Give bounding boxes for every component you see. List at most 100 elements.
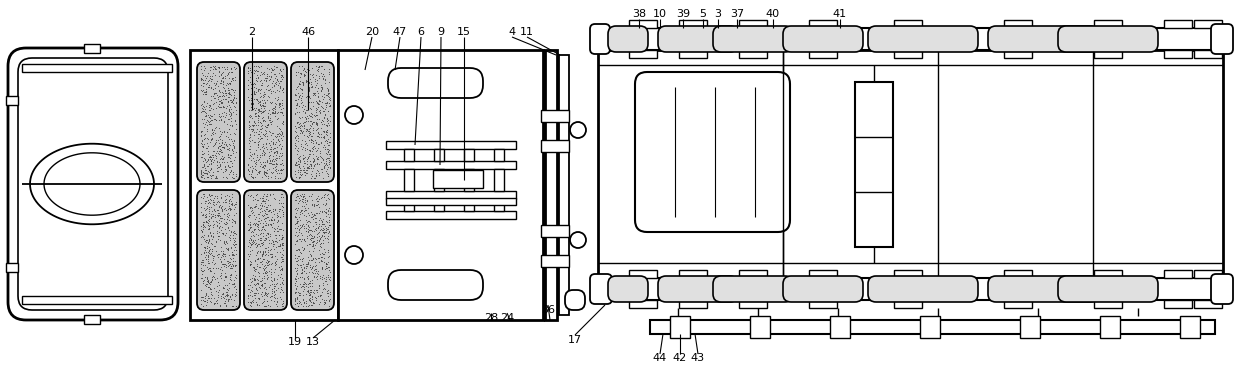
Point — [305, 175, 324, 181]
Point — [319, 298, 339, 304]
Bar — [678, 20, 707, 28]
Point — [300, 87, 319, 93]
Point — [287, 246, 307, 252]
Point — [218, 225, 238, 231]
Point — [302, 296, 322, 302]
Point — [270, 161, 290, 167]
Point — [241, 94, 261, 100]
Point — [296, 222, 316, 228]
Point — [318, 290, 338, 296]
Point — [246, 250, 266, 256]
Point — [286, 252, 306, 258]
Point — [241, 168, 261, 174]
Point — [306, 297, 326, 303]
Point — [240, 67, 260, 73]
Point — [223, 292, 243, 297]
Point — [295, 208, 314, 214]
Point — [266, 287, 286, 293]
Point — [254, 168, 274, 174]
Point — [248, 224, 267, 230]
Point — [192, 70, 212, 76]
Point — [245, 174, 265, 180]
Point — [285, 232, 305, 238]
Point — [261, 65, 281, 71]
Point — [210, 104, 230, 110]
Point — [239, 213, 259, 219]
Point — [321, 208, 340, 214]
Point — [203, 136, 223, 142]
Point — [203, 224, 223, 230]
Text: 41: 41 — [833, 9, 847, 19]
Point — [285, 295, 305, 301]
Point — [264, 162, 284, 168]
Point — [271, 128, 291, 134]
Point — [217, 230, 236, 236]
Point — [255, 99, 275, 105]
Point — [209, 233, 229, 239]
Point — [302, 137, 322, 143]
Point — [249, 155, 269, 161]
Point — [271, 170, 291, 176]
Point — [191, 228, 210, 233]
Point — [295, 265, 314, 271]
Point — [196, 238, 215, 244]
Point — [251, 293, 271, 299]
Point — [223, 263, 243, 269]
Point — [245, 216, 265, 222]
Point — [203, 218, 223, 224]
Point — [314, 275, 334, 281]
Point — [191, 155, 210, 161]
Point — [246, 129, 266, 135]
Bar — [629, 300, 657, 308]
Point — [208, 265, 228, 271]
Point — [310, 282, 329, 288]
Point — [317, 150, 337, 156]
Point — [287, 220, 307, 226]
Point — [287, 216, 307, 222]
Point — [254, 132, 274, 138]
Point — [220, 99, 240, 105]
Point — [302, 148, 322, 154]
Point — [267, 276, 287, 282]
Point — [254, 71, 274, 77]
Point — [306, 215, 326, 221]
Bar — [464, 199, 474, 211]
Point — [259, 107, 279, 113]
Point — [310, 236, 329, 242]
Point — [209, 159, 229, 165]
Point — [271, 66, 291, 72]
Point — [310, 300, 329, 306]
Point — [295, 155, 314, 161]
Point — [194, 191, 214, 197]
Text: 37: 37 — [730, 9, 744, 19]
Point — [303, 223, 323, 229]
Point — [218, 291, 238, 297]
Point — [308, 66, 328, 72]
Point — [214, 128, 234, 134]
Point — [239, 212, 259, 218]
Point — [248, 75, 267, 81]
Point — [241, 153, 261, 159]
Point — [240, 282, 260, 288]
Point — [321, 97, 340, 103]
Point — [285, 275, 305, 281]
Point — [209, 215, 229, 221]
Point — [191, 287, 210, 293]
Point — [220, 114, 240, 120]
Point — [288, 175, 308, 181]
Point — [301, 161, 321, 167]
Point — [249, 85, 269, 91]
Point — [196, 293, 215, 299]
Point — [219, 155, 239, 161]
Text: 46: 46 — [301, 27, 314, 37]
Point — [301, 263, 321, 269]
Point — [238, 64, 258, 70]
Point — [297, 170, 317, 176]
Point — [274, 277, 293, 283]
Point — [198, 136, 218, 142]
Point — [317, 118, 337, 124]
Point — [259, 197, 279, 203]
Point — [317, 266, 337, 272]
Point — [305, 201, 324, 207]
Point — [251, 282, 271, 288]
